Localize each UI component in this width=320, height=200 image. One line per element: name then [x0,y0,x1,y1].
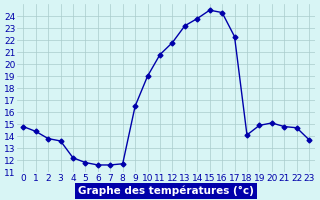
X-axis label: Graphe des températures (°c): Graphe des températures (°c) [78,185,254,196]
